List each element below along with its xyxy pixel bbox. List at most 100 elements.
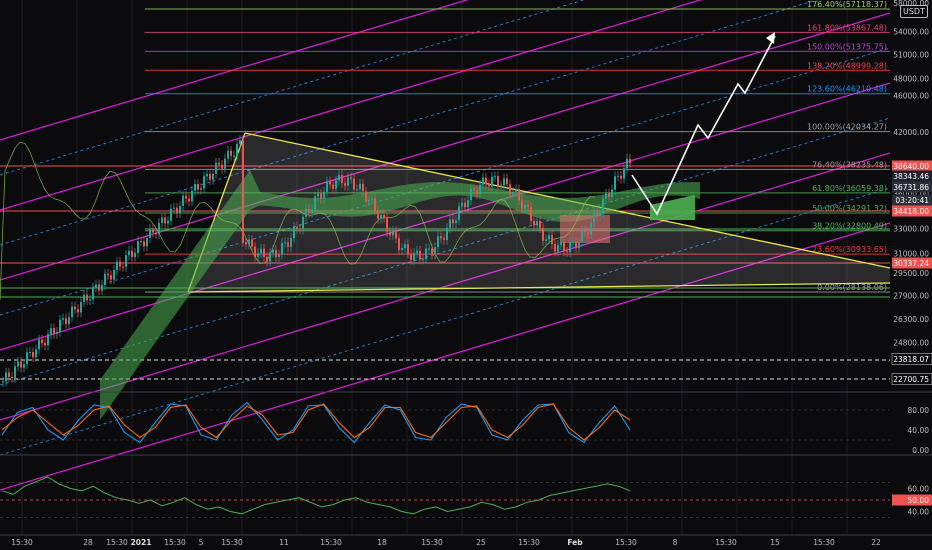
- fib-level-label: 38.20%(32800.49): [812, 222, 887, 231]
- candle-body: [452, 219, 454, 224]
- candle-body: [533, 220, 535, 226]
- candle-body: [62, 318, 64, 320]
- candle-body: [128, 250, 130, 256]
- cloud-band: [100, 170, 700, 420]
- candle-body: [413, 252, 415, 261]
- candle-body: [581, 230, 583, 242]
- candle-body: [368, 199, 370, 203]
- candle-body: [137, 241, 139, 253]
- candle-body: [116, 261, 118, 271]
- candle-body: [242, 140, 244, 243]
- channel-line: [0, 152, 891, 421]
- channel-line: [0, 12, 891, 281]
- rsi-tick-label: 40.00: [908, 508, 930, 517]
- candle-body: [497, 176, 499, 186]
- candle-body: [236, 143, 238, 156]
- candle-body: [521, 200, 523, 209]
- time-tick-label: 8: [673, 538, 678, 547]
- channel-mid-line: [0, 47, 891, 316]
- candle-body: [41, 339, 43, 344]
- candle-body: [467, 200, 469, 208]
- candle-body: [401, 247, 403, 250]
- candle-body: [512, 191, 514, 195]
- candle-body: [551, 235, 553, 245]
- candle-body: [374, 198, 376, 211]
- candle-body: [65, 318, 67, 324]
- candle-body: [170, 208, 172, 221]
- price-tick-label: 48000.00: [893, 75, 929, 84]
- stochastic-pane: 80.00 40.00 0.00: [0, 401, 929, 455]
- candle-body: [545, 239, 547, 241]
- price-tick-label: 31000.00: [893, 249, 929, 258]
- candle-body: [404, 244, 406, 248]
- candle-body: [614, 176, 616, 190]
- price-tag-label: 38640.00: [893, 162, 929, 171]
- candle-body: [491, 176, 493, 187]
- candle-body: [302, 216, 304, 230]
- candle-body: [221, 164, 223, 169]
- fib-level-label: 100.00%(42034.27): [807, 123, 887, 132]
- candle-body: [407, 244, 409, 254]
- candle-body: [563, 242, 565, 252]
- candle-body: [509, 184, 511, 195]
- candle-body: [440, 236, 442, 239]
- price-tag: [892, 257, 932, 269]
- candle-body: [584, 230, 586, 233]
- grid-lines: [21, 0, 848, 535]
- candle-body: [164, 217, 166, 224]
- candle-body: [473, 188, 475, 191]
- candle-body: [500, 185, 502, 187]
- time-tick-label: 15:30: [421, 538, 443, 547]
- candle-body: [8, 372, 10, 377]
- candle-body: [113, 270, 115, 280]
- candle-body: [260, 248, 262, 254]
- candle-body: [527, 204, 529, 208]
- fib-level-label: 138.20%(48999.28): [807, 61, 887, 70]
- fib-level-label: 150.00%(51375.75): [807, 42, 887, 51]
- candle-body: [77, 309, 79, 313]
- time-tick-label: 15:30: [615, 538, 637, 547]
- candle-body: [251, 239, 253, 247]
- price-tag: [892, 194, 932, 206]
- candle-body: [626, 158, 628, 169]
- candle-body: [449, 219, 451, 228]
- candle-body: [95, 284, 97, 288]
- candle-body: [362, 183, 364, 192]
- candle-body: [308, 208, 310, 214]
- candle-body: [356, 189, 358, 191]
- candle-body: [476, 190, 478, 194]
- candle-body: [560, 242, 562, 245]
- price-tag: [892, 170, 932, 182]
- candle-body: [431, 248, 433, 255]
- candle-body: [293, 226, 295, 239]
- time-tick-label: 15:30: [11, 538, 33, 547]
- time-tick-label: 2021: [131, 538, 152, 547]
- candle-body: [617, 175, 619, 177]
- time-tick-label: 15: [770, 538, 780, 547]
- currency-badge[interactable]: USDT: [900, 5, 928, 18]
- candle-body: [230, 150, 232, 156]
- candle-body: [623, 168, 625, 179]
- fib-level-label: 161.80%(53867.48): [807, 23, 887, 32]
- candle-body: [335, 180, 337, 189]
- candle-body: [92, 287, 94, 300]
- candle-body: [590, 222, 592, 235]
- candle-body: [200, 188, 202, 190]
- projection-arrowhead: [766, 32, 775, 44]
- candle-body: [107, 273, 109, 276]
- lagging-line: [0, 141, 596, 301]
- candle-body: [44, 343, 46, 346]
- triangle-lower: [187, 282, 891, 293]
- candle-body: [575, 241, 577, 249]
- candle-body: [596, 213, 598, 217]
- candle-body: [89, 299, 91, 301]
- candle-body: [56, 331, 58, 334]
- candle-body: [191, 190, 193, 202]
- candle-body: [122, 266, 124, 268]
- price-tick-label: 46000.00: [893, 92, 929, 101]
- time-tick-label: 25: [476, 538, 486, 547]
- rsi-tick-label: 50.00: [908, 496, 930, 505]
- candle-body: [245, 242, 247, 245]
